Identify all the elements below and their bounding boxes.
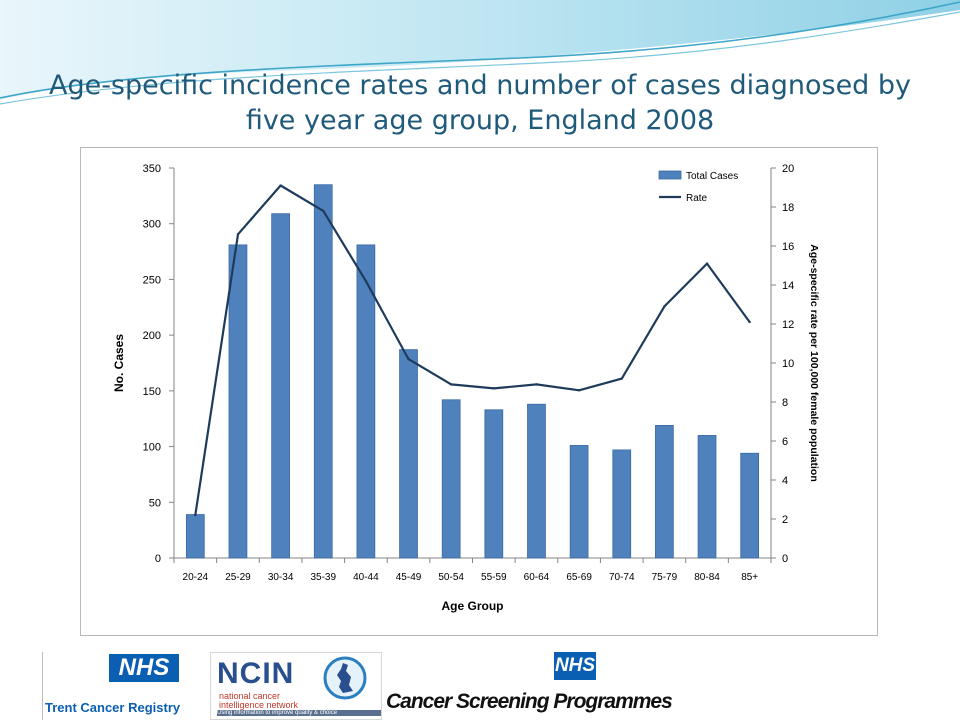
bar-65-69 (569, 445, 589, 559)
y-tick-label-right: 2 (782, 514, 788, 526)
rate-point-70-74 (620, 377, 623, 380)
y-tick-label-right: 6 (782, 436, 788, 448)
ncin-acronym: NCIN (217, 657, 295, 690)
legend-swatch-total-cases (658, 170, 682, 180)
rate-point-35-39 (322, 209, 325, 213)
y-tick-label-left: 50 (149, 497, 161, 509)
y-tick-label-left: 300 (143, 219, 161, 231)
bar-30-34 (271, 213, 290, 559)
chart-frame: 0 50 100 150 200 250 300 350 0 2 4 6 8 10 12 14 16 18 20 20… (80, 147, 878, 636)
bar-20-24 (185, 514, 205, 559)
x-tick-label: 40-44 (353, 572, 379, 583)
y-tick-label-left: 0 (155, 553, 161, 565)
rate-point-75-79 (663, 305, 666, 308)
bar-25-29 (228, 244, 248, 559)
ncin-tagline: Using information to improve quality & c… (217, 710, 381, 716)
x-tick-label: 30-34 (268, 572, 294, 583)
header-wave-line (0, 1, 960, 99)
x-tick-label: 25-29 (225, 572, 251, 583)
bar-60-64 (527, 403, 546, 559)
bar-75-79 (655, 424, 674, 559)
cancer-screening-programmes-logo: NHS Cancer Screening Programmes (384, 652, 673, 720)
y-tick-label-right: 16 (782, 241, 794, 253)
rate-point-25-29 (236, 233, 240, 236)
x-tick-label: 55-59 (481, 572, 507, 583)
x-axis-title: Age Group (442, 599, 504, 613)
bar-70-74 (612, 449, 632, 559)
x-tick-label: 35-39 (310, 572, 336, 583)
x-tick-label: 20-24 (183, 572, 209, 583)
rate-line (194, 184, 751, 516)
y-axis-title-right: Age-specific rate per 100,000 female pop… (808, 244, 820, 482)
rate-point-60-64 (535, 383, 538, 386)
x-tick-label: 65-69 (566, 572, 592, 583)
slide-title-line-1: Age-specific incidence rates and number … (48, 70, 912, 101)
ncin-line-2: intelligence network (219, 700, 299, 710)
rate-point-20-24 (194, 513, 197, 517)
y-tick-label-right: 20 (782, 163, 794, 175)
y-tick-label-right: 4 (782, 475, 788, 487)
rate-point-30-34 (279, 184, 282, 187)
trent-registry-name: Trent Cancer Registry (45, 700, 181, 715)
combo-chart: 0 50 100 150 200 250 300 350 0 2 4 6 8 10 12 14 16 18 20 20… (112, 163, 820, 613)
uk-map-icon (323, 656, 367, 700)
nhs-badge: NHS (554, 652, 596, 680)
y-tick-label-right: 10 (782, 358, 794, 370)
bar-50-54 (441, 399, 461, 559)
ncin-logo: NCIN national cancer intelligence networ… (210, 652, 382, 720)
header-wave (0, 0, 960, 100)
y-tick-label-left: 150 (143, 386, 161, 398)
x-tick-label: 70-74 (609, 572, 635, 583)
y-tick-label-right: 0 (782, 553, 788, 565)
x-tick-label: 80-84 (694, 572, 720, 583)
y-axis-title-left: No. Cases (112, 334, 126, 392)
bar-55-59 (484, 409, 504, 559)
legend-label-total-cases: Total Cases (686, 171, 738, 182)
header-wave-line-2 (0, 11, 960, 105)
bar-85+ (740, 452, 760, 559)
slide-title: Age-specific incidence rates and number … (40, 68, 920, 138)
x-tick-label: 60-64 (524, 572, 550, 583)
x-tick-label: 45-49 (396, 572, 422, 583)
y-tick-label-left: 350 (143, 163, 161, 175)
rate-point-80-84 (705, 262, 709, 265)
bar-45-49 (399, 349, 418, 559)
bar-40-44 (356, 244, 376, 559)
trent-cancer-registry-logo: NHS Trent Cancer Registry (42, 652, 183, 720)
x-tick-label: 50-54 (438, 572, 464, 583)
slide-title-line-2: five year age group, England 2008 (245, 105, 715, 136)
y-tick-label-left: 100 (143, 442, 161, 454)
y-tick-label-right: 12 (782, 319, 794, 331)
legend-label-rate: Rate (686, 193, 708, 204)
y-tick-label-right: 8 (782, 397, 788, 409)
nhs-badge: NHS (109, 654, 179, 682)
rate-point-50-54 (449, 383, 453, 386)
rate-point-65-69 (577, 389, 581, 392)
y-tick-label-left: 200 (143, 330, 161, 342)
rate-point-55-59 (492, 387, 496, 390)
bar-80-84 (697, 435, 717, 559)
rate-point-45-49 (407, 357, 410, 361)
x-tick-label: 85+ (741, 572, 758, 583)
y-tick-label-left: 250 (143, 274, 161, 286)
y-tick-label-right: 14 (782, 280, 794, 292)
screening-programmes-name: Cancer Screening Programmes (386, 690, 673, 713)
x-tick-label: 75-79 (652, 572, 678, 583)
y-tick-label-right: 18 (782, 202, 794, 214)
bar-35-39 (313, 184, 333, 559)
rate-point-40-44 (364, 279, 368, 283)
ncin-line-1: national cancer (219, 691, 281, 701)
rate-point-85+ (748, 320, 751, 324)
